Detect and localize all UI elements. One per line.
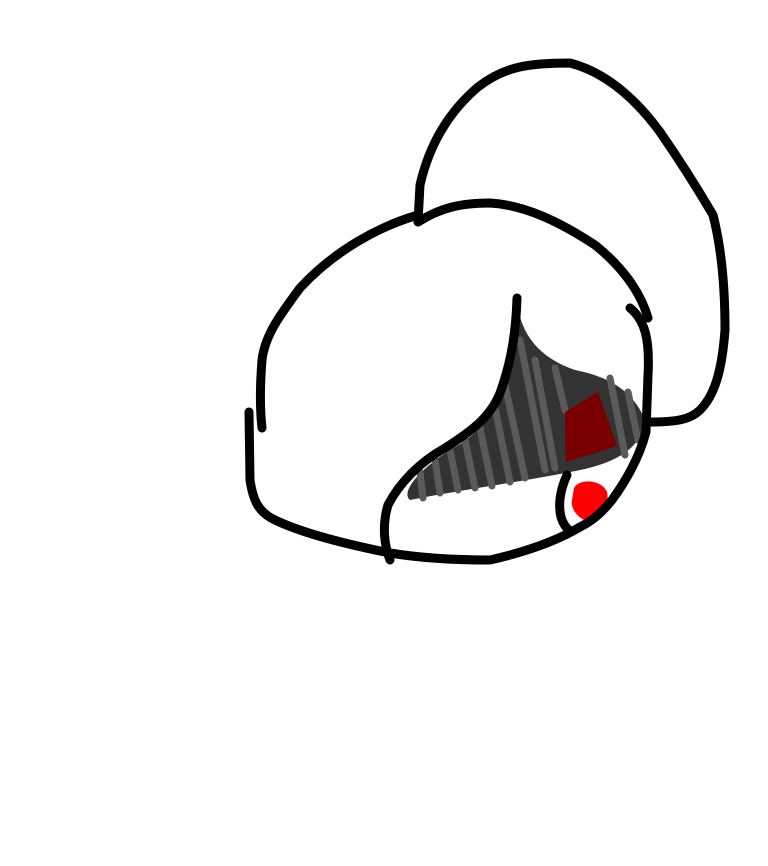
head-top-outline [413, 198, 653, 323]
small-loop-outline [555, 470, 575, 536]
dark-shape-outline [379, 293, 522, 565]
dark-red-patch [565, 392, 617, 462]
head-left-outline [256, 210, 423, 433]
right-cheek-outline [575, 303, 653, 532]
outline-strokes [244, 58, 730, 565]
top-loop-outline [413, 58, 730, 427]
gray-stripes [416, 336, 642, 502]
